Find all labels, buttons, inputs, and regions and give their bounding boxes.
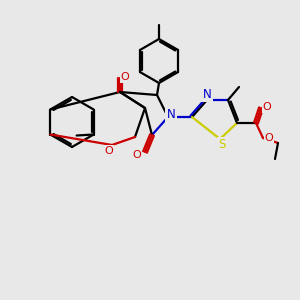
Text: O: O <box>133 150 141 160</box>
Text: N: N <box>202 88 211 100</box>
Text: O: O <box>105 146 113 156</box>
Text: O: O <box>262 102 272 112</box>
Text: O: O <box>121 72 129 82</box>
Text: N: N <box>167 109 176 122</box>
Text: O: O <box>265 133 273 143</box>
Text: S: S <box>218 139 226 152</box>
